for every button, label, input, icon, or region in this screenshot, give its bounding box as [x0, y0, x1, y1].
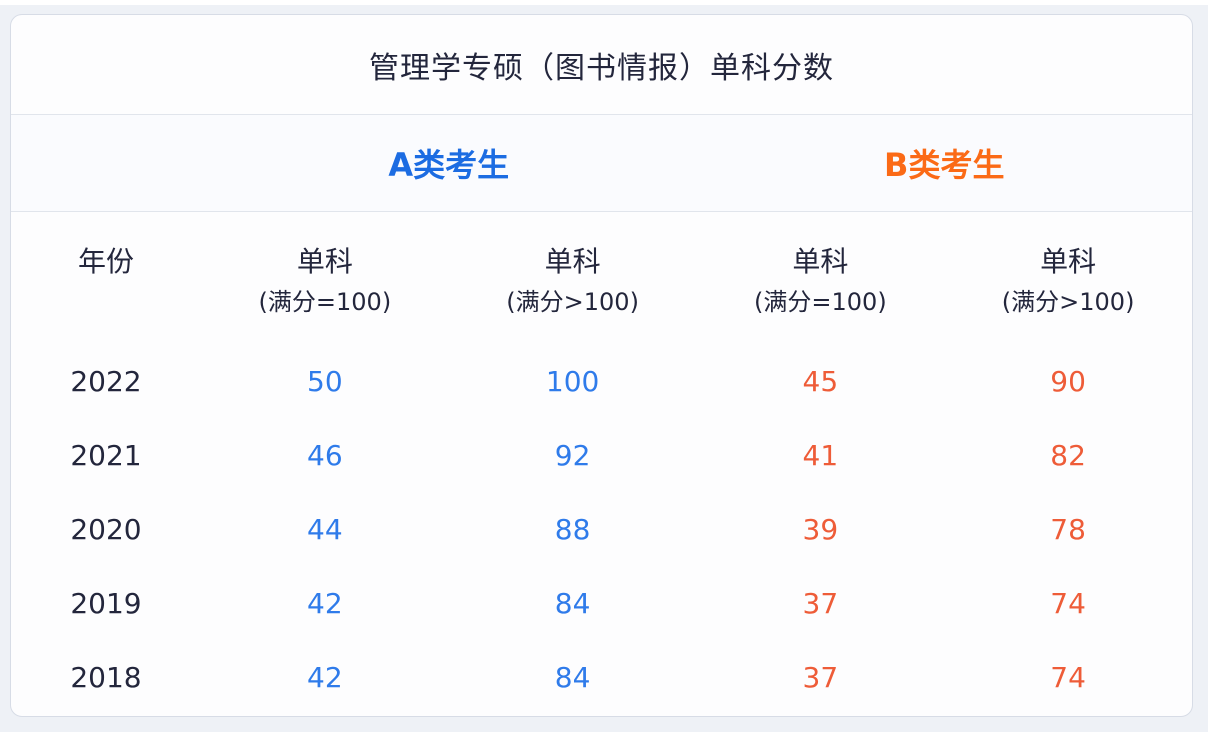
page-top-strip [0, 0, 1208, 5]
score-cell: 92 [554, 438, 591, 472]
score-cell: 84 [554, 586, 591, 620]
score-cell: 45 [802, 364, 839, 398]
year-column-header: 年份 [77, 245, 134, 278]
score-cell: 74 [1050, 660, 1086, 694]
score-cell: 37 [802, 660, 839, 694]
year-cell: 2022 [70, 364, 142, 398]
score-cell: 82 [1050, 438, 1086, 472]
score-cell: 84 [554, 660, 591, 694]
table-row: 2018 42 84 37 74 [11, 640, 1192, 714]
table-header-row: 年份 单科 (满分=100) 单科 (满分>100) 单科 (满分=100) 单… [11, 212, 1192, 344]
year-cell: 2021 [70, 438, 142, 472]
score-cell: 42 [307, 660, 343, 694]
score-card: 管理学专硕（图书情报）单科分数 A类考生 B类考生 年份 单科 (满分=100)… [10, 14, 1193, 717]
title-band: 管理学专硕（图书情报）单科分数 [11, 15, 1192, 115]
score-cell: 46 [307, 438, 343, 472]
column-header-b-over100: 单科 (满分>100) [1001, 245, 1135, 316]
score-cell: 100 [545, 364, 600, 398]
year-cell: 2019 [70, 586, 142, 620]
year-cell: 2020 [70, 512, 142, 546]
table-row: 2020 44 88 39 78 [11, 492, 1192, 566]
score-cell: 37 [802, 586, 839, 620]
candidate-group-header: A类考生 B类考生 [11, 115, 1192, 212]
score-cell: 39 [802, 512, 839, 546]
score-cell: 90 [1050, 364, 1086, 398]
year-cell: 2018 [70, 660, 142, 694]
score-cell: 50 [307, 364, 343, 398]
table-row: 2021 46 92 41 82 [11, 418, 1192, 492]
score-cell: 88 [554, 512, 591, 546]
group-a-label: A类考生 [388, 146, 510, 184]
table-row: 2019 42 84 37 74 [11, 566, 1192, 640]
table-row: 2022 50 100 45 90 [11, 344, 1192, 418]
score-cell: 78 [1050, 512, 1086, 546]
score-cell: 41 [802, 438, 839, 472]
group-b-label: B类考生 [884, 146, 1005, 184]
page-title: 管理学专硕（图书情报）单科分数 [369, 50, 834, 86]
column-header-a-over100: 单科 (满分>100) [506, 245, 639, 316]
score-cell: 74 [1050, 586, 1086, 620]
column-header-b-full100: 单科 (满分=100) [754, 245, 887, 316]
score-cell: 42 [307, 586, 343, 620]
score-cell: 44 [307, 512, 343, 546]
column-header-a-full100: 单科 (满分=100) [258, 245, 392, 316]
